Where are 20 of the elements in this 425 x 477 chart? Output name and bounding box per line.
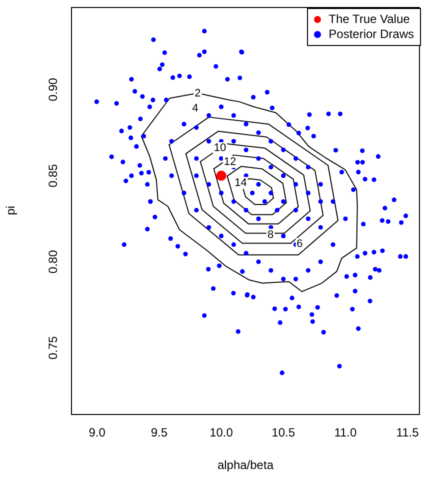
annotation: 12 [224, 156, 236, 168]
y-tick-label: 0.85 [46, 164, 60, 188]
x-tick-label: 11.0 [334, 426, 357, 440]
x-tick-label: 10.5 [272, 426, 296, 440]
y-tick-label: 0.90 [46, 78, 60, 102]
x-axis-title: alpha/beta [217, 458, 274, 472]
annotation: 14 [234, 176, 247, 189]
x-tick-label: 11.5 [396, 426, 420, 440]
x-tick-label: 9.0 [88, 426, 106, 440]
legend-label: The True Value [328, 12, 410, 27]
annotation: 8 [267, 228, 274, 241]
y-axis-title: pi [4, 206, 18, 216]
annotation: 6 [296, 238, 303, 250]
annotation: 4 [192, 102, 198, 115]
annotation: 10 [214, 142, 226, 154]
y-tick-label: 0.80 [46, 250, 60, 274]
legend-label: Posterior Draws [328, 27, 414, 42]
y-tick-label: 0.75 [46, 336, 60, 360]
x-tick-label: 10.0 [210, 426, 234, 440]
x-tick-label: 9.5 [150, 426, 168, 440]
